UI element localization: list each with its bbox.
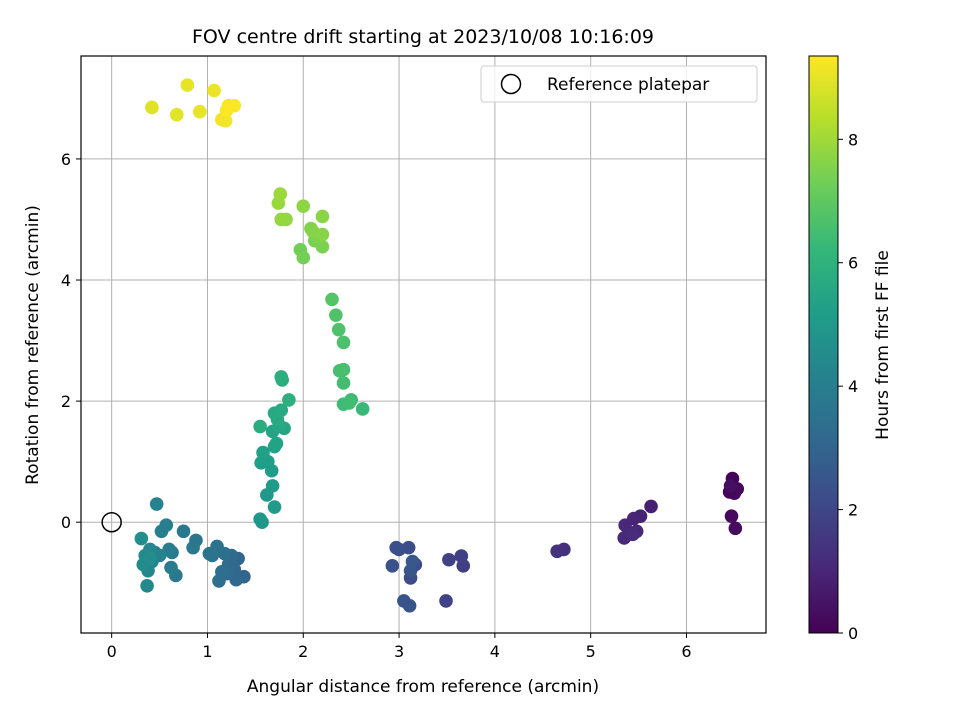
data-point <box>207 83 221 98</box>
data-point <box>255 515 269 530</box>
data-point <box>140 578 154 593</box>
data-point <box>274 403 289 417</box>
data-point <box>336 376 351 390</box>
data-point <box>315 227 330 242</box>
data-point <box>273 187 288 201</box>
data-point <box>439 594 453 608</box>
colorbar-label: Hours from first FF file <box>873 250 893 440</box>
data-points <box>134 78 745 613</box>
data-point <box>274 370 289 384</box>
data-point <box>331 322 346 337</box>
plot-frame <box>80 55 767 634</box>
x-tick-label: 0 <box>107 642 117 661</box>
data-point <box>170 107 184 122</box>
x-tick-label: 6 <box>681 642 691 661</box>
data-point <box>355 402 370 416</box>
data-point <box>176 524 191 539</box>
reference-platepar-marker <box>101 511 122 533</box>
x-axis-label: Angular distance from reference (arcmin) <box>247 677 599 697</box>
x-tick-label: 2 <box>298 642 308 661</box>
y-tick-label: 6 <box>61 150 71 169</box>
data-point <box>626 527 640 542</box>
data-point <box>442 552 456 567</box>
data-point <box>219 103 234 118</box>
data-point <box>329 308 343 322</box>
data-point <box>164 560 178 575</box>
legend-marker-icon <box>500 73 522 95</box>
data-point <box>315 209 330 224</box>
y-tick-label: 2 <box>61 392 71 411</box>
x-tick-label: 4 <box>490 642 500 661</box>
data-point <box>644 499 658 514</box>
y-axis-label: Rotation from reference (arcmin) <box>23 205 43 485</box>
data-point <box>342 396 357 410</box>
data-point <box>402 598 417 613</box>
x-tick-label: 1 <box>202 642 212 661</box>
data-point <box>385 558 400 573</box>
y-tick-label: 0 <box>61 513 71 532</box>
data-point <box>202 546 217 561</box>
colorbar-tick-label: 6 <box>848 254 858 273</box>
grid-lines <box>81 56 766 633</box>
reference-marker-group <box>101 511 122 533</box>
data-point <box>265 479 280 493</box>
data-point <box>253 419 267 434</box>
data-point <box>723 479 738 493</box>
colorbar-ticks: 0 2 4 6 8 <box>838 130 858 643</box>
data-point <box>269 436 284 451</box>
data-point <box>296 199 311 213</box>
chart-title: FOV centre drift starting at 2023/10/08 … <box>192 26 654 48</box>
data-point <box>145 100 159 115</box>
data-point <box>192 104 207 119</box>
data-point <box>618 518 632 533</box>
colorbar-tick-label: 2 <box>848 501 858 520</box>
data-point <box>143 551 157 566</box>
data-point <box>149 497 164 511</box>
colorbar-tick-label: 8 <box>848 130 858 149</box>
data-point <box>186 540 200 555</box>
data-point <box>728 521 743 536</box>
data-point <box>296 250 311 265</box>
data-point <box>254 456 268 470</box>
data-point <box>256 445 270 460</box>
legend: Reference platepar <box>480 65 758 103</box>
data-point <box>405 554 420 569</box>
x-tick-label: 5 <box>586 642 596 661</box>
y-axis-ticks: 0 2 4 6 <box>61 150 81 532</box>
data-point <box>724 509 739 523</box>
legend-label: Reference platepar <box>547 75 709 95</box>
data-point <box>274 212 289 227</box>
legend-box <box>480 65 758 103</box>
data-point <box>336 362 351 377</box>
data-point <box>389 540 403 555</box>
data-point <box>154 524 169 539</box>
data-point <box>336 335 351 350</box>
data-point <box>282 393 296 407</box>
data-point <box>325 292 339 307</box>
colorbar-tick-label: 4 <box>848 377 858 396</box>
x-axis-ticks: 0 1 2 3 4 5 6 <box>107 633 692 661</box>
colorbar-tick-label: 0 <box>848 624 858 643</box>
x-tick-label: 3 <box>394 642 404 661</box>
data-point <box>180 78 195 92</box>
data-point <box>134 531 149 546</box>
colorbar <box>808 55 839 634</box>
data-point <box>550 544 564 559</box>
data-point <box>267 500 282 514</box>
y-tick-label: 4 <box>61 271 71 290</box>
data-point <box>212 574 226 588</box>
data-point <box>218 113 233 128</box>
data-point <box>454 549 469 563</box>
